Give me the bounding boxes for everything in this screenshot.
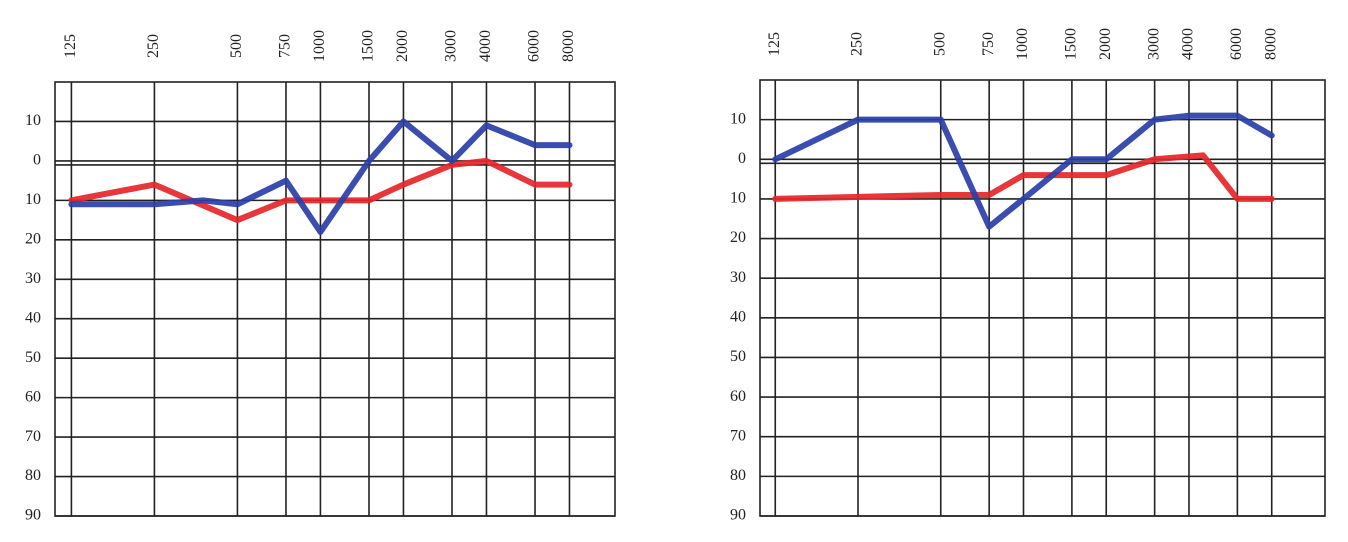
y-tick-label: 40 [730,308,746,325]
y-tick-label: 0 [738,150,746,167]
x-tick-label: 2000 [1097,28,1114,60]
plot-border [54,81,616,517]
x-tick-label: 1000 [1014,28,1031,60]
plot-border [759,79,1326,517]
x-tick-label: 3000 [443,30,460,62]
y-tick-label: 50 [730,348,746,365]
x-tick-label: 125 [62,34,79,58]
x-tick-label: 125 [766,32,783,56]
x-tick-label: 500 [228,34,245,58]
x-tick-label: 4000 [1180,28,1197,60]
y-tick-label: 40 [25,309,41,326]
y-tick-label: 70 [25,428,41,445]
audiogram: 10 0 10 20 30 40 50 60 70 80 90 125 250 500 750 1000 150… [25,30,616,524]
x-tick-label: 3000 [1145,28,1162,60]
x-tick-label: 250 [849,32,866,56]
y-tick-label: 70 [730,427,746,444]
y-tick-label: 60 [730,388,746,405]
y-tick-label: 10 [730,190,746,207]
y-tick-label: 80 [25,467,41,484]
y-tick-label: 0 [33,152,41,169]
y-tick-label: 20 [25,230,41,247]
data-line [772,152,1275,202]
x-tick-label: 1500 [1063,28,1080,60]
audiogram: 10 0 10 20 30 40 50 60 70 80 90 125 250 500 750 1000 150… [730,28,1326,524]
y-tick-label: 80 [730,467,746,484]
x-tick-label: 1000 [311,30,328,62]
data-line [68,118,573,235]
y-tick-label: 30 [25,270,41,287]
y-tick-label: 30 [730,269,746,286]
x-tick-label: 1500 [360,30,377,62]
data-line [772,112,1275,230]
x-tick-label: 500 [931,32,948,56]
x-tick-label: 750 [980,32,997,56]
y-tick-label: 90 [25,507,41,524]
x-tick-label: 750 [277,34,294,58]
x-tick-label: 8000 [560,30,577,62]
x-tick-label: 6000 [526,30,543,62]
y-tick-label: 10 [25,191,41,208]
x-tick-label: 8000 [1262,28,1279,60]
y-tick-label: 60 [25,388,41,405]
data-line [68,157,573,224]
y-tick-label: 20 [730,229,746,246]
y-tick-label: 10 [730,110,746,127]
y-tick-label: 90 [730,507,746,524]
x-tick-label: 4000 [477,30,494,62]
y-tick-label: 10 [25,112,41,129]
x-tick-label: 2000 [394,30,411,62]
x-tick-label: 6000 [1228,28,1245,60]
x-tick-label: 250 [145,34,162,58]
y-tick-label: 50 [25,349,41,366]
